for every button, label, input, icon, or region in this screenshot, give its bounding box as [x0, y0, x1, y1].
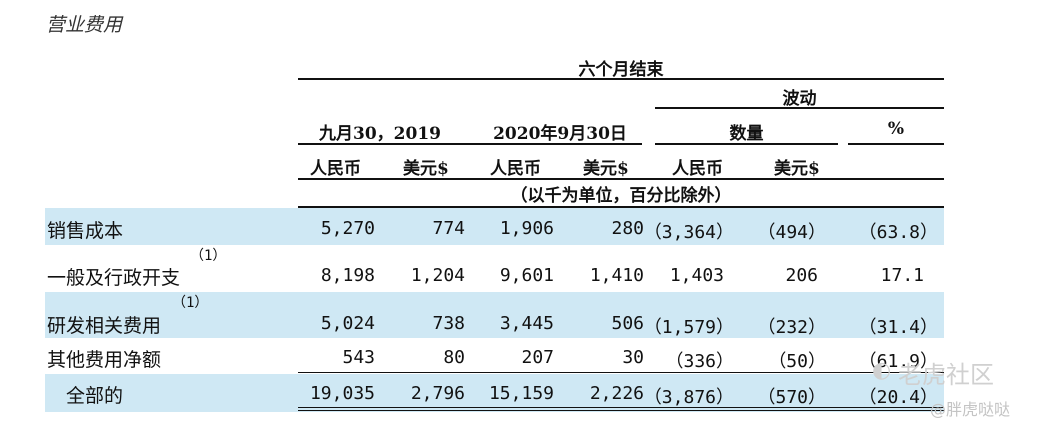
page-title: 营业费用 [46, 14, 123, 36]
table-cell: 9,601 [499, 265, 554, 286]
watermark-text: 老虎社区 [898, 361, 994, 389]
table-cell: 30 [622, 347, 644, 368]
usd-header: 美元$ [774, 159, 820, 179]
table-cell: （61.9） [858, 351, 938, 372]
row-label: 其他费用净额 [47, 349, 162, 371]
rmb-header: 人民币 [672, 159, 723, 179]
table-cell: （494） [757, 222, 826, 243]
table-cell: 774 [432, 218, 465, 239]
table-cell: （1,579） [643, 317, 734, 338]
table-cell: 738 [432, 313, 465, 334]
header-rule-quantity [655, 143, 838, 145]
table-cell: 5,270 [320, 218, 375, 239]
table-cell: 207 [521, 347, 554, 368]
usd-header: 美元$ [403, 159, 449, 179]
table-cell: 1,410 [589, 265, 644, 286]
row-label: 一般及行政开支 [47, 267, 181, 289]
total-cell: 15,159 [488, 383, 554, 404]
table-cell: （31.4） [858, 317, 938, 338]
row-label: 销售成本 [47, 220, 124, 242]
total-cell: （3,876） [643, 387, 734, 408]
six-months-header: 六个月结束 [578, 60, 664, 80]
footnote-marker: （1） [172, 295, 209, 311]
unit-note: （以千为单位，百分比除外） [510, 186, 732, 206]
total-cell: 2,226 [589, 383, 644, 404]
row-highlight [45, 292, 944, 338]
total-rule-bottom [298, 410, 944, 411]
header-rule-percent [848, 143, 944, 145]
period1-header: 九月30，2019 [319, 124, 441, 144]
period2-header: 2020年9月30日 [493, 124, 627, 144]
header-rule-currency [298, 178, 944, 180]
row-highlight [45, 374, 944, 412]
fluctuation-header: 波动 [782, 89, 817, 109]
table-cell: 1,204 [410, 265, 465, 286]
quantity-header: 数量 [729, 124, 764, 144]
total-cell: （20.4） [858, 387, 938, 408]
row-label: 全部的 [66, 385, 124, 407]
table-cell: 80 [443, 347, 465, 368]
rmb-header: 人民币 [310, 159, 361, 179]
total-rule-bottom [298, 407, 944, 408]
table-cell: 206 [785, 265, 818, 286]
usd-header: 美元$ [583, 159, 629, 179]
table-cell: 1,906 [499, 218, 554, 239]
table-cell: 543 [342, 347, 375, 368]
table-cell: （232） [757, 317, 826, 338]
row-label: 研发相关费用 [47, 315, 162, 337]
table-cell: （3,364） [643, 222, 734, 243]
total-cell: （570） [757, 387, 826, 408]
rmb-header: 人民币 [490, 159, 541, 179]
table-cell: （336） [665, 351, 734, 372]
header-rule-period [298, 143, 562, 145]
table-cell: 1,403 [669, 265, 724, 286]
table-cell: 280 [611, 218, 644, 239]
table-cell: 506 [611, 313, 644, 334]
table-cell: 8,198 [320, 265, 375, 286]
total-cell: 19,035 [309, 383, 375, 404]
header-rule-bottom [298, 206, 944, 208]
header-rule-fluctuation [655, 107, 944, 109]
watermark-logo-icon: ◐ [872, 358, 892, 383]
table-cell: 17.1 [880, 265, 924, 286]
header-rule-top [298, 78, 944, 80]
total-cell: 2,796 [410, 383, 465, 404]
table-cell: 5,024 [320, 313, 375, 334]
percent-header: % [887, 119, 905, 139]
row-highlight [45, 208, 944, 245]
footnote-marker: （1） [190, 248, 227, 264]
header-rule-period [478, 143, 642, 145]
table-cell: （63.8） [858, 222, 938, 243]
table-cell: （50） [768, 351, 826, 372]
watermark-handle: @胖虎哒哒 [930, 400, 1011, 419]
table-cell: 3,445 [499, 313, 554, 334]
total-rule-top [298, 372, 944, 373]
